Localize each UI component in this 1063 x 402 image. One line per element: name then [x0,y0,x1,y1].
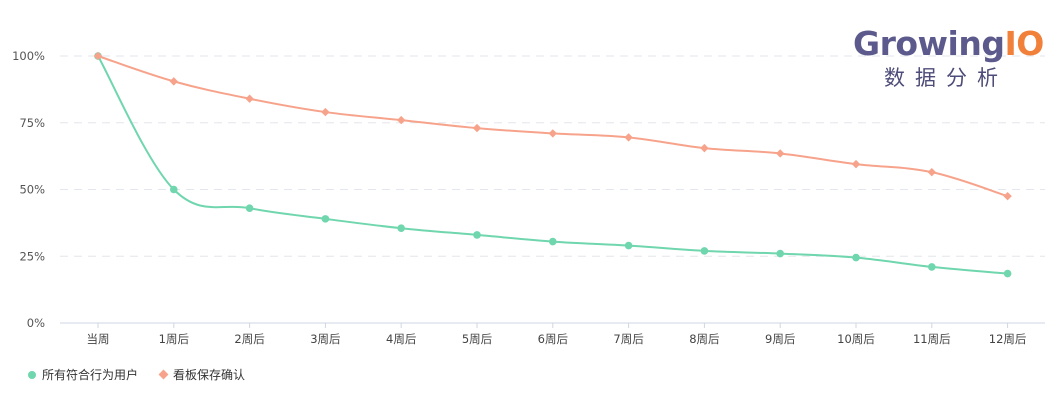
y-tick-label: 100% [12,49,45,63]
data-point-diamond [851,159,861,169]
data-point-circle [321,215,330,223]
data-point-diamond [700,143,709,153]
data-point-circle [397,224,406,233]
data-point-diamond [927,167,936,177]
data-point-diamond [624,133,633,142]
legend-item-dashboard-save[interactable]: 看板保存确认 [158,366,246,383]
data-point-diamond [397,115,406,125]
data-point-diamond [776,149,785,158]
logo-subtitle: 数据分析 [884,66,1008,90]
data-point-circle [549,237,557,246]
x-tick-label: 9周后 [765,332,795,346]
logo-wordmark: GrowingIO [853,24,1044,64]
y-tick-label: 50% [19,183,45,197]
x-tick-label: 4周后 [386,332,416,346]
x-tick-label: 2周后 [234,332,264,346]
legend-item-all-users[interactable]: 所有符合行为用户 [28,366,138,383]
data-point-circle [624,241,633,250]
legend-marker-circle-icon [28,370,36,379]
chart-legend: 所有符合行为用户 看板保存确认 [28,366,267,383]
logo-brand-main: Growing [853,24,1005,63]
data-point-circle [700,247,709,255]
y-tick-label: 75% [19,116,45,130]
legend-label: 所有符合行为用户 [42,368,139,382]
data-point-circle [170,185,178,194]
data-point-diamond [169,77,178,86]
legend-marker-diamond-icon [158,369,169,380]
data-point-circle [1003,269,1012,278]
series-layer [93,51,1012,278]
growingio-logo: GrowingIO 数据分析 [853,24,1044,92]
data-point-diamond [472,123,482,133]
data-point-circle [776,249,784,258]
data-point-diamond [321,107,330,117]
logo-brand-io: IO [1004,24,1044,63]
data-point-diamond [93,51,103,61]
x-tick-label: 12周后 [989,332,1027,346]
legend-label: 看板保存确认 [173,368,246,382]
x-tick-label: 3周后 [310,332,340,346]
data-point-diamond [245,94,254,103]
data-point-diamond [1003,191,1012,201]
data-point-circle [928,263,936,271]
data-point-circle [852,253,860,262]
x-tick-label: 当周 [87,332,110,346]
y-tick-label: 25% [19,249,45,263]
data-point-diamond [548,129,557,138]
x-axis-ticks: 当周 1周后 2周后 3周后 4周后 5周后 6周后 7周后 8周后 9周后 10周后 11周后 12周… [87,323,1027,346]
grid-lines [60,55,1045,324]
data-point-circle [473,231,481,239]
x-tick-label: 10周后 [837,332,875,346]
y-axis-ticks: 0% 25% 50% 75% 100% [12,49,45,330]
data-point-circle [245,204,254,212]
x-tick-label: 1周后 [159,332,189,346]
x-tick-label: 11周后 [913,332,951,346]
x-tick-label: 6周后 [538,332,568,346]
x-tick-label: 5周后 [462,332,492,346]
y-tick-label: 0% [27,316,45,330]
x-tick-label: 7周后 [613,332,643,346]
x-tick-label: 8周后 [689,332,719,346]
